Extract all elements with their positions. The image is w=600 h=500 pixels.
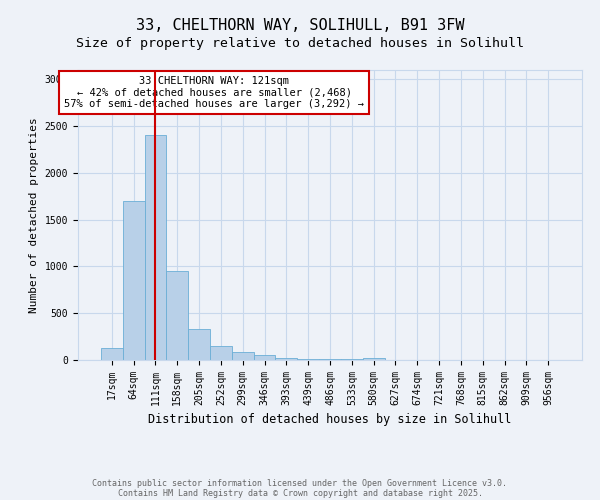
Text: 33, CHELTHORN WAY, SOLIHULL, B91 3FW: 33, CHELTHORN WAY, SOLIHULL, B91 3FW bbox=[136, 18, 464, 32]
Bar bbox=[101, 348, 123, 360]
Y-axis label: Number of detached properties: Number of detached properties bbox=[29, 117, 39, 313]
Bar bbox=[123, 201, 145, 360]
Bar bbox=[145, 136, 166, 360]
Text: Contains public sector information licensed under the Open Government Licence v3: Contains public sector information licen… bbox=[92, 478, 508, 488]
Bar bbox=[297, 358, 319, 360]
Bar bbox=[232, 352, 254, 360]
Bar bbox=[341, 359, 363, 360]
Bar bbox=[210, 346, 232, 360]
Bar bbox=[254, 355, 275, 360]
Bar bbox=[363, 358, 385, 360]
X-axis label: Distribution of detached houses by size in Solihull: Distribution of detached houses by size … bbox=[148, 414, 512, 426]
Text: 33 CHELTHORN WAY: 121sqm
← 42% of detached houses are smaller (2,468)
57% of sem: 33 CHELTHORN WAY: 121sqm ← 42% of detach… bbox=[64, 76, 364, 109]
Text: Size of property relative to detached houses in Solihull: Size of property relative to detached ho… bbox=[76, 38, 524, 51]
Bar bbox=[188, 329, 210, 360]
Bar bbox=[166, 271, 188, 360]
Bar bbox=[319, 358, 341, 360]
Bar bbox=[275, 358, 297, 360]
Text: Contains HM Land Registry data © Crown copyright and database right 2025.: Contains HM Land Registry data © Crown c… bbox=[118, 488, 482, 498]
